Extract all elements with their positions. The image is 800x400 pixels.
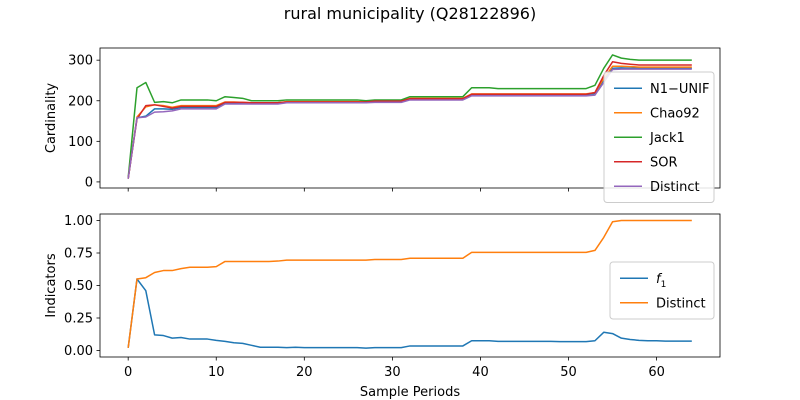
cardinality-ytick-label-2: 200: [68, 94, 93, 109]
indicators-plot: 0.00 0.25 0.50 0.75 1.00 0 10 20 30 40 50 60 Indicat…: [44, 213, 721, 400]
indicators-series-line-1: [127, 219, 692, 348]
indicators-ylabel: Indicators: [44, 253, 59, 317]
indicators-xtick-label-5: 50: [560, 365, 577, 380]
indicators-xtick-label-0: 0: [124, 365, 132, 380]
indicators-xtick-label-6: 60: [648, 365, 665, 380]
indicators-ytick-label-0: 0.00: [64, 344, 93, 359]
cardinality-series-line-2: [127, 54, 692, 178]
indicators-series-line-0: [127, 278, 692, 349]
cardinality-ytick-label-3: 300: [68, 54, 93, 69]
indicators-ytick-label-1: 0.25: [64, 312, 93, 327]
indicators-ytick-label-2: 0.50: [64, 279, 93, 294]
indicators-ytick-label-3: 0.75: [64, 247, 93, 262]
cardinality-ytick-label-0: 0: [85, 175, 93, 190]
indicators-xtick-label-1: 10: [208, 365, 225, 380]
cardinality-ytick-label-1: 100: [68, 135, 93, 150]
cardinality-plot: 0 100 200 300 Cardinality N1−UNIF Chao92 Jack1 S…: [44, 47, 721, 203]
indicators-legend: [609, 261, 715, 320]
cardinality-axes-frame: [99, 47, 721, 189]
cardinality-legend-label-2: Jack1: [649, 131, 685, 146]
cardinality-legend-label-0: N1−UNIF: [650, 82, 709, 97]
cardinality-series-line-4: [127, 68, 692, 179]
indicators-xtick-label-4: 40: [472, 365, 489, 380]
cardinality-series-line-3: [127, 61, 692, 179]
figure-title: rural municipality (Q28122896): [284, 4, 536, 23]
indicators-xlabel: Sample Periods: [360, 385, 460, 400]
indicators-legend-label-0: f1: [656, 272, 666, 290]
cardinality-legend: [603, 71, 715, 203]
indicators-legend-label-1: Distinct: [656, 296, 706, 311]
cardinality-legend-label-4: Distinct: [650, 180, 700, 195]
cardinality-legend-label-3: SOR: [650, 155, 678, 170]
indicators-xtick-label-3: 30: [384, 365, 401, 380]
cardinality-ylabel: Cardinality: [44, 83, 59, 154]
indicators-xtick-label-2: 20: [296, 365, 313, 380]
cardinality-legend-label-1: Chao92: [650, 106, 700, 121]
indicators-ytick-label-4: 1.00: [64, 214, 93, 229]
